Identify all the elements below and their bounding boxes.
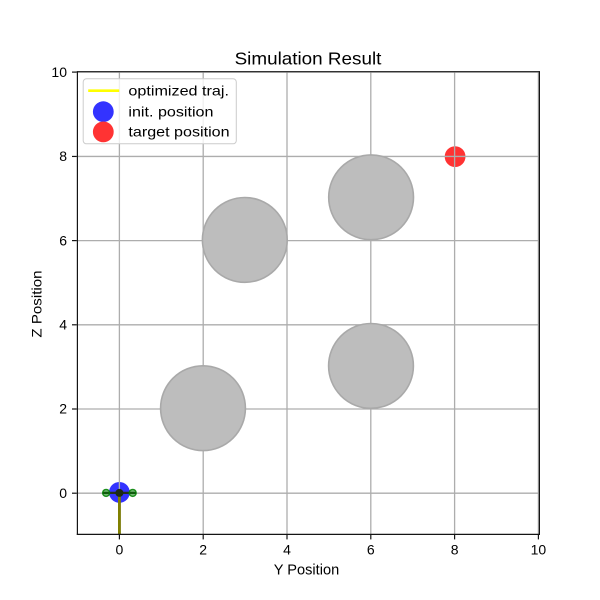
svg-text:target position: target position <box>128 124 229 140</box>
svg-text:4: 4 <box>59 317 67 333</box>
svg-text:0: 0 <box>116 542 124 558</box>
svg-text:4: 4 <box>283 542 291 558</box>
svg-text:8: 8 <box>59 148 67 164</box>
svg-text:Y Position: Y Position <box>274 562 339 578</box>
svg-text:2: 2 <box>199 542 207 558</box>
svg-text:8: 8 <box>451 542 459 558</box>
svg-text:Z Position: Z Position <box>28 270 44 337</box>
svg-text:10: 10 <box>51 64 67 80</box>
svg-text:Simulation Result: Simulation Result <box>235 48 382 68</box>
svg-text:10: 10 <box>531 542 547 558</box>
svg-text:2: 2 <box>59 401 67 417</box>
svg-text:6: 6 <box>367 542 375 558</box>
svg-text:init. position: init. position <box>128 103 213 119</box>
svg-text:6: 6 <box>59 232 67 248</box>
svg-text:optimized traj.: optimized traj. <box>128 82 229 98</box>
svg-text:0: 0 <box>59 485 67 501</box>
